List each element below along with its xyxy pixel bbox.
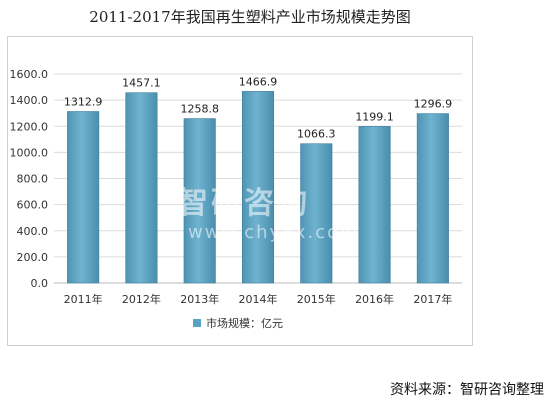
bar [416,113,449,284]
x-tick-label: 2017年 [413,292,452,306]
x-tick-label: 2013年 [180,292,219,306]
data-label: 1466.9 [239,75,278,88]
bar [241,91,275,284]
y-tick-label: 800.0 [17,173,49,186]
data-label: 1199.1 [355,110,394,123]
data-label: 1258.8 [180,103,219,116]
chart-title: 2011-2017年我国再生塑料产业市场规模走势图 [89,8,411,26]
bar [358,126,391,284]
data-label: 1457.1 [122,77,161,90]
x-tick-label: 2015年 [297,292,336,306]
y-tick-label: 400.0 [17,225,49,238]
y-tick-label: 200.0 [17,251,49,264]
legend-swatch [193,319,201,327]
x-tick-label: 2016年 [355,292,394,306]
x-tick-label: 2012年 [122,292,161,306]
data-label: 1066.3 [297,128,336,141]
bar [67,111,100,284]
y-tick-label: 0.0 [31,277,49,290]
y-tick-label: 1600.0 [10,68,49,81]
y-tick-label: 1000.0 [10,146,49,159]
bar [125,92,158,284]
x-tick-label: 2014年 [239,292,278,306]
bar [300,143,333,284]
y-tick-label: 600.0 [17,199,49,212]
chart-frame [7,36,473,346]
data-label: 1296.9 [414,98,453,111]
y-tick-label: 1200.0 [10,120,49,133]
x-tick-label: 2011年 [64,292,103,306]
source-note: 资料来源：智研咨询整理 [390,382,544,398]
data-label: 1312.9 [64,96,103,109]
y-tick-label: 1400.0 [10,94,49,107]
legend-label: 市场规模：亿元 [206,316,283,330]
bar [183,118,216,284]
